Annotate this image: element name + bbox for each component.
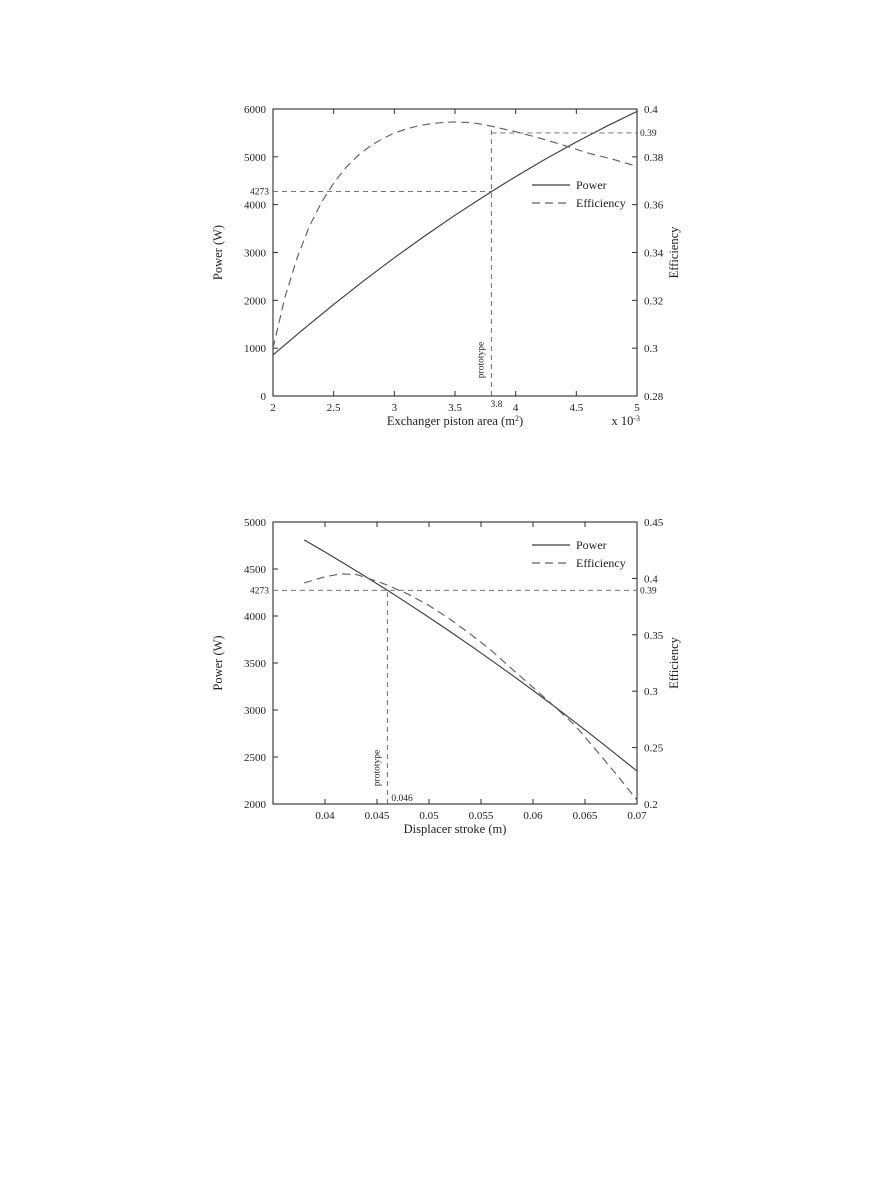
y-left-tick-label: 4000	[244, 200, 267, 212]
y-right-tick-label: 0.4	[644, 104, 658, 116]
y-left-tick-label: 0	[261, 391, 267, 403]
y-left-tick-label: 6000	[244, 104, 267, 116]
y-right-axis-label: Efficiency	[667, 226, 681, 279]
y-left-tick-label: 3000	[244, 248, 267, 260]
prototype-text-label: prototype	[476, 342, 486, 378]
y-left-tick-label: 5000	[244, 517, 267, 529]
y-left-tick-label: 5000	[244, 152, 267, 164]
y-right-tick-label: 0.28	[644, 391, 664, 403]
figure-displacer-stroke: 0.04 0.045 0.05 0.055 0.06 0.065 0.07 2000 2500 3…	[180, 505, 700, 855]
reference-value-left-label: 4273	[250, 188, 269, 198]
y-right-tick-label: 0.2	[644, 799, 658, 811]
power-vs-displacer-stroke-chart: 0.04 0.045 0.05 0.055 0.06 0.065 0.07 2000 2500 3…	[211, 517, 681, 836]
y-left-tick-label: 1000	[244, 343, 267, 355]
y-left-axis-label: Power (W)	[211, 225, 225, 280]
x-tick-label: 3	[392, 402, 398, 414]
y-left-axis-label: Power (W)	[211, 635, 225, 690]
y-right-tick-label: 0.38	[644, 152, 664, 164]
y-right-tick-label: 0.4	[644, 573, 658, 585]
prototype-x-value-label: 3.8	[490, 400, 502, 410]
x-tick-label: 0.045	[365, 810, 390, 822]
y-left-tick-label: 4000	[244, 611, 267, 623]
y-right-tick-label: 0.3	[644, 343, 658, 355]
x-tick-label: 0.055	[469, 810, 494, 822]
x-tick-label: 0.065	[573, 810, 598, 822]
reference-value-left-label: 4273	[250, 586, 269, 596]
y-right-tick-label: 0.45	[644, 517, 664, 529]
x-tick-label: 0.05	[419, 810, 439, 822]
x-tick-label: 0.07	[627, 810, 647, 822]
y-left-tick-label: 3500	[244, 658, 267, 670]
x-tick-label: 0.04	[315, 810, 335, 822]
x-axis-label: Displacer stroke (m)	[404, 822, 507, 836]
y-left-tick-label: 4500	[244, 564, 267, 576]
x-axis-label: Exchanger piston area (m2)	[387, 414, 523, 428]
legend-label-efficiency: Efficiency	[576, 196, 626, 210]
y-right-tick-label: 0.25	[644, 743, 664, 755]
x-scale-multiplier-label: x 10-3	[611, 414, 640, 428]
y-right-tick-label: 0.32	[644, 295, 663, 307]
y-right-tick-label: 0.36	[644, 200, 664, 212]
reference-value-right-label: 0.39	[640, 129, 657, 139]
y-right-axis-label: Efficiency	[667, 636, 681, 689]
x-tick-label: 0.06	[523, 810, 543, 822]
figure-exchanger-piston-area: 2 2.5 3 3.5 4 4.5 5 0 1000 2000 3000 4000 5000 6000 0.…	[180, 90, 700, 455]
y-left-tick-label: 3000	[244, 705, 267, 717]
reference-value-right-label: 0.39	[640, 586, 657, 596]
legend-label-power: Power	[576, 538, 607, 552]
prototype-x-value-label: 0.046	[391, 794, 413, 804]
y-right-tick-label: 0.3	[644, 686, 658, 698]
power-vs-piston-area-chart: 2 2.5 3 3.5 4 4.5 5 0 1000 2000 3000 4000 5000 6000 0.…	[211, 104, 681, 428]
power-series-line	[272, 110, 638, 356]
x-tick-label: 2	[270, 402, 276, 414]
y-left-tick-label: 2000	[244, 295, 267, 307]
legend-label-power: Power	[576, 178, 607, 192]
y-right-tick-label: 0.35	[644, 630, 664, 642]
x-tick-label: 4	[513, 402, 519, 414]
x-tick-label: 2.5	[327, 402, 341, 414]
efficiency-series-line	[304, 573, 638, 801]
efficiency-series-line	[272, 121, 638, 349]
x-tick-label: 3.5	[448, 402, 462, 414]
legend-label-efficiency: Efficiency	[576, 556, 626, 570]
x-tick-label: 5	[634, 402, 640, 414]
y-right-tick-label: 0.34	[644, 248, 664, 260]
y-left-tick-label: 2500	[244, 752, 267, 764]
power-series-line	[303, 539, 638, 772]
x-tick-label: 4.5	[569, 402, 583, 414]
plot-box	[272, 108, 638, 397]
prototype-text-label: prototype	[372, 750, 382, 786]
y-left-tick-label: 2000	[244, 799, 267, 811]
